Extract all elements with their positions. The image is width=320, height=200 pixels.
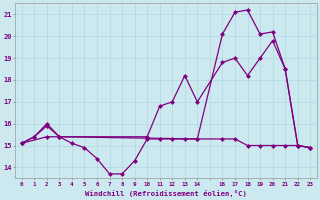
X-axis label: Windchill (Refroidissement éolien,°C): Windchill (Refroidissement éolien,°C) [85, 190, 247, 197]
